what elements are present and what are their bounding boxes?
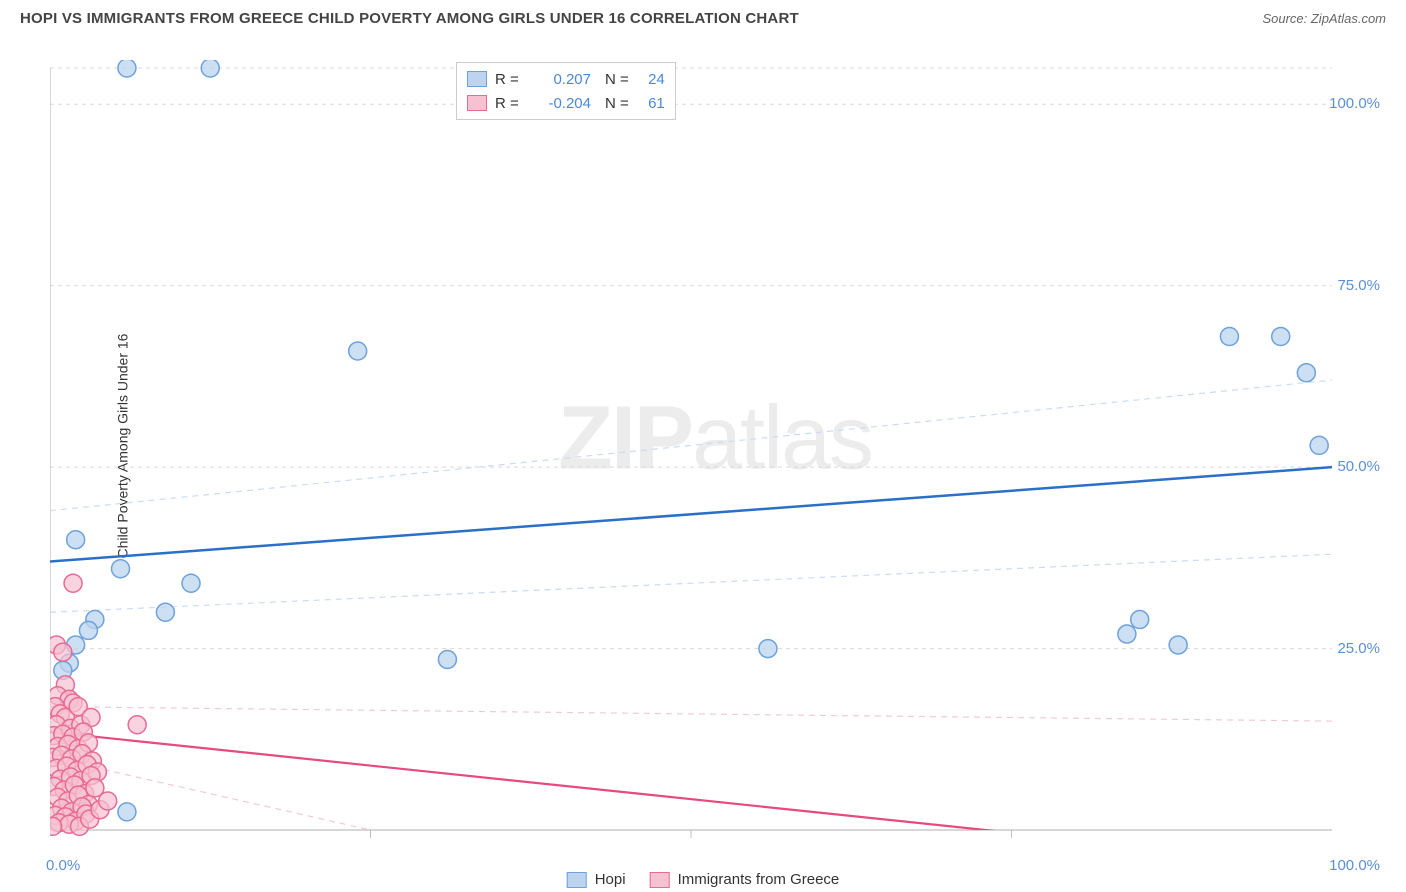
y-tick-label: 25.0% <box>1337 640 1380 657</box>
legend-swatch-icon <box>467 71 487 87</box>
scatter-plot <box>50 60 1380 850</box>
r-label: R = <box>495 71 525 88</box>
x-tick-label: 0.0% <box>46 857 80 874</box>
y-tick-label: 100.0% <box>1329 95 1380 112</box>
y-tick-label: 50.0% <box>1337 458 1380 475</box>
legend-item: Hopi <box>567 871 626 888</box>
n-value: 61 <box>637 95 665 112</box>
r-label: R = <box>495 95 525 112</box>
series-legend: Hopi Immigrants from Greece <box>567 871 840 888</box>
legend-item: Immigrants from Greece <box>650 871 840 888</box>
x-tick-label: 100.0% <box>1329 857 1380 874</box>
legend-label: Hopi <box>595 871 626 888</box>
legend-row: R = -0.204 N = 61 <box>467 91 665 115</box>
y-tick-label: 75.0% <box>1337 277 1380 294</box>
n-label: N = <box>605 95 629 112</box>
n-label: N = <box>605 71 629 88</box>
legend-swatch-icon <box>567 872 587 888</box>
correlation-legend: R = 0.207 N = 24 R = -0.204 N = 61 <box>456 62 676 120</box>
chart-area: ZIPatlas <box>50 60 1380 850</box>
legend-swatch-icon <box>467 95 487 111</box>
legend-label: Immigrants from Greece <box>678 871 840 888</box>
n-value: 24 <box>637 71 665 88</box>
chart-title: HOPI VS IMMIGRANTS FROM GREECE CHILD POV… <box>20 10 799 27</box>
legend-row: R = 0.207 N = 24 <box>467 67 665 91</box>
title-bar: HOPI VS IMMIGRANTS FROM GREECE CHILD POV… <box>0 0 1406 27</box>
r-value: -0.204 <box>533 95 591 112</box>
r-value: 0.207 <box>533 71 591 88</box>
legend-swatch-icon <box>650 872 670 888</box>
source-label: Source: ZipAtlas.com <box>1262 11 1386 26</box>
